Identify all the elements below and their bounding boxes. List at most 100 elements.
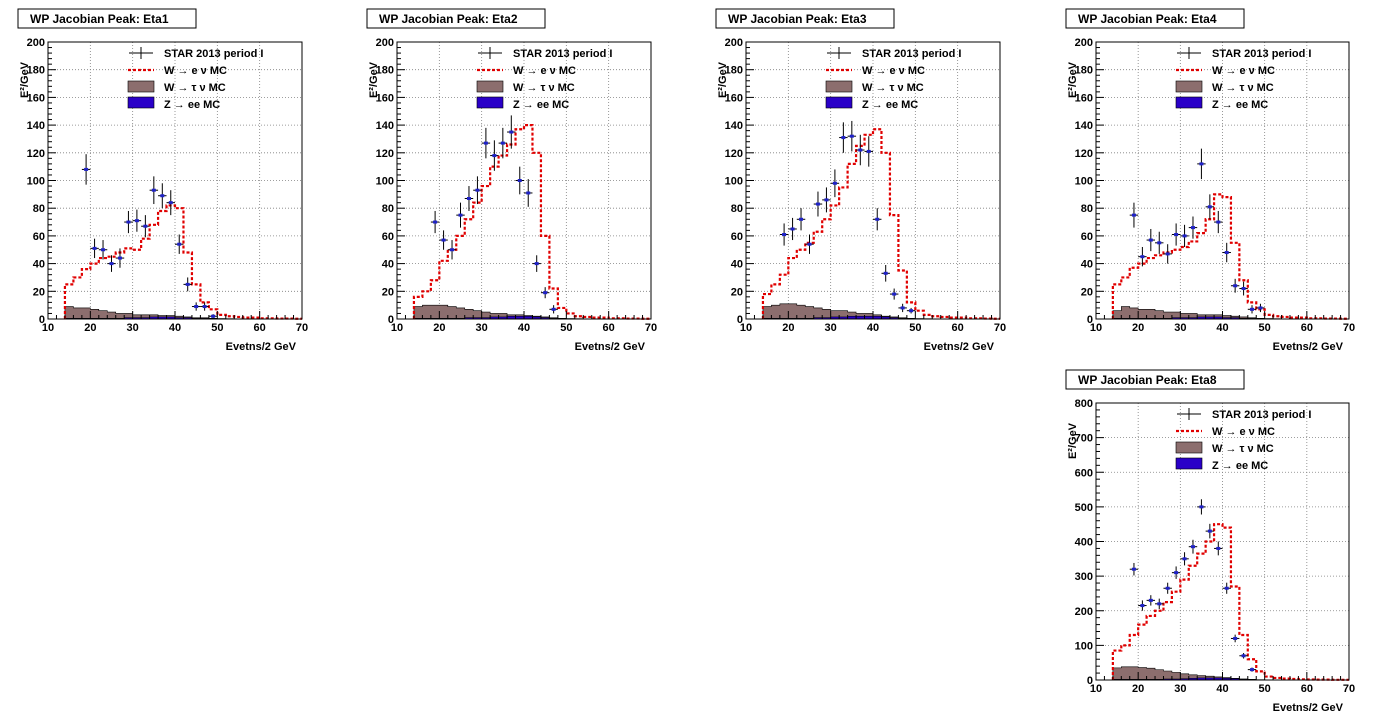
data-point-marker <box>1216 220 1221 224</box>
legend-label-wenu: W → e ν MC <box>1212 426 1275 438</box>
y-tick-label: 160 <box>27 92 45 104</box>
data-point-marker <box>109 262 114 266</box>
x-tick-label: 20 <box>433 322 445 334</box>
data-point-marker <box>475 188 480 192</box>
data-point-marker <box>211 314 216 318</box>
x-axis-title: Evetns/2 GeV <box>1273 341 1344 353</box>
data-point-marker <box>509 130 514 134</box>
y-tick-label: 20 <box>382 286 394 298</box>
data-point-marker <box>1174 571 1179 575</box>
data-point-marker <box>500 141 505 145</box>
y-tick-label: 60 <box>33 231 45 243</box>
data-point-marker <box>1165 252 1170 256</box>
title-box <box>17 8 197 29</box>
y-axis-title: E²/GeV <box>19 61 31 98</box>
x-tick-label: 60 <box>952 322 964 334</box>
x-tick-label: 60 <box>1301 322 1313 334</box>
data-point-marker <box>134 219 139 223</box>
legend-label-wtaunu: W → τ ν MC <box>1212 82 1274 94</box>
y-tick-label: 60 <box>382 231 394 243</box>
legend-label-zee: Z → ee MC <box>164 99 220 111</box>
x-axis-title: Evetns/2 GeV <box>924 341 995 353</box>
x-axis-title: Evetns/2 GeV <box>575 341 646 353</box>
y-tick-label: 180 <box>27 65 45 77</box>
plot-panel-eta4: WP Jacobian Peak: Eta4 10 20 30 40 50 60 70 0 20 4… <box>1065 8 1355 353</box>
data-point-marker <box>202 305 207 309</box>
y-axis-title: E²/GeV <box>717 61 729 98</box>
title-box <box>715 8 895 29</box>
y-tick-label: 100 <box>725 176 743 188</box>
legend-label-zee: Z → ee MC <box>862 99 918 111</box>
y-tick-label: 20 <box>731 286 743 298</box>
x-tick-label: 40 <box>867 322 879 334</box>
data-point-marker <box>909 309 914 313</box>
y-tick-label: 40 <box>33 259 45 271</box>
y-tick-label: 40 <box>1081 259 1093 271</box>
y-tick-label: 0 <box>1087 314 1093 326</box>
legend-label-wenu: W → e ν MC <box>862 65 925 77</box>
data-point-marker <box>433 220 438 224</box>
data-point-marker <box>832 181 837 185</box>
data-point-marker <box>194 305 199 309</box>
data-point-marker <box>450 248 455 252</box>
legend-wtaunu-symbol <box>1175 80 1203 93</box>
x-tick-label: 40 <box>169 322 181 334</box>
chart-title: WP Jacobian Peak: Eta2 <box>379 12 518 26</box>
data-point-marker <box>1182 557 1187 561</box>
data-point-marker <box>526 191 531 195</box>
data-point-marker <box>1199 162 1204 166</box>
legend-label-zee: Z → ee MC <box>513 99 569 111</box>
data-point-marker <box>1182 234 1187 238</box>
x-tick-label: 70 <box>645 322 657 334</box>
y-tick-label: 60 <box>731 231 743 243</box>
x-tick-label: 10 <box>1090 683 1102 695</box>
data-point-marker <box>799 217 804 221</box>
y-tick-label: 0 <box>1087 675 1093 687</box>
legend-label-zee: Z → ee MC <box>1212 460 1268 472</box>
data-point-marker <box>101 248 106 252</box>
y-tick-label: 300 <box>1075 571 1093 583</box>
legend-label-data: STAR 2013 period I <box>1212 409 1311 421</box>
data-point-marker <box>84 167 89 171</box>
legend-label-data: STAR 2013 period I <box>164 48 263 60</box>
data-point-marker <box>466 197 471 201</box>
y-tick-label: 80 <box>731 203 743 215</box>
legend-label-wenu: W → e ν MC <box>513 65 576 77</box>
legend-wtaunu-symbol <box>1175 441 1203 454</box>
data-point-marker <box>492 154 497 158</box>
plot-panel-eta1: WP Jacobian Peak: Eta1 10 20 30 40 50 60 70 0 20 4… <box>17 8 308 353</box>
y-tick-label: 100 <box>376 176 394 188</box>
data-point-marker <box>900 306 905 310</box>
y-tick-label: 140 <box>376 120 394 132</box>
x-tick-label: 70 <box>296 322 308 334</box>
y-tick-label: 200 <box>1075 606 1093 618</box>
legend-zee-symbol <box>476 96 504 109</box>
data-point-marker <box>1216 546 1221 550</box>
legend-label-wtaunu: W → τ ν MC <box>1212 443 1274 455</box>
title-box <box>1065 369 1245 390</box>
legend-wtaunu-symbol <box>825 80 853 93</box>
data-point-marker <box>815 202 820 206</box>
data-point-marker <box>1233 284 1238 288</box>
legend-label-data: STAR 2013 period I <box>1212 48 1311 60</box>
y-tick-label: 40 <box>382 259 394 271</box>
data-point-marker <box>551 307 556 311</box>
data-point-marker <box>858 148 863 152</box>
data-point-marker <box>1190 226 1195 230</box>
y-tick-label: 200 <box>725 37 743 49</box>
data-point-marker <box>1190 545 1195 549</box>
legend-label-wenu: W → e ν MC <box>164 65 227 77</box>
y-tick-label: 120 <box>376 148 394 160</box>
legend-label-wenu: W → e ν MC <box>1212 65 1275 77</box>
y-tick-label: 140 <box>1075 120 1093 132</box>
y-tick-label: 180 <box>1075 65 1093 77</box>
x-tick-label: 30 <box>127 322 139 334</box>
data-point-marker <box>185 282 190 286</box>
x-tick-label: 70 <box>1343 683 1355 695</box>
y-tick-label: 180 <box>376 65 394 77</box>
data-point-marker <box>1165 586 1170 590</box>
chart-title: WP Jacobian Peak: Eta8 <box>1078 373 1217 387</box>
y-tick-label: 40 <box>731 259 743 271</box>
y-tick-label: 180 <box>725 65 743 77</box>
